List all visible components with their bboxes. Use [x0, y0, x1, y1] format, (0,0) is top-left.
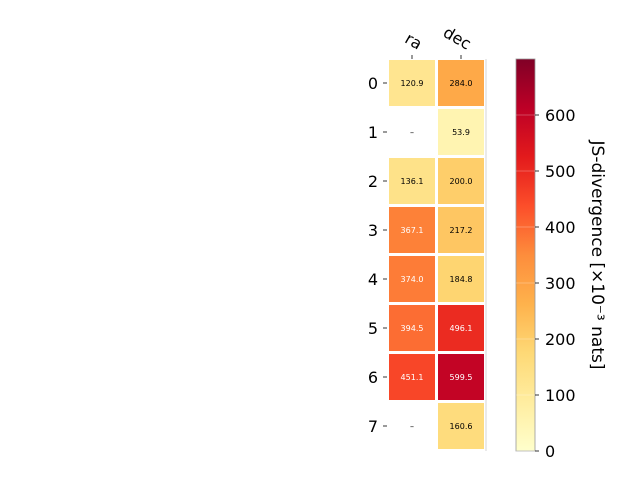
cell-value-label: 599.5: [450, 373, 473, 382]
column-label: ra: [402, 29, 426, 54]
row-label: 1: [368, 123, 378, 142]
heatmap-cell: [438, 305, 484, 351]
row-label: 3: [368, 221, 378, 240]
heatmap-cell: [389, 60, 435, 106]
cell-value-label: 217.2: [450, 226, 473, 235]
colorbar-label: JS-divergence [×10⁻³ nats]: [587, 140, 607, 370]
heatmap-cell: [438, 403, 484, 449]
cell-value-label: 374.0: [401, 275, 424, 284]
cell-value-label: 496.1: [450, 324, 473, 333]
cell-value-label: –: [410, 422, 414, 431]
cell-value-label: 451.1: [401, 373, 424, 382]
row-label: 5: [368, 319, 378, 338]
heatmap-cell: [389, 256, 435, 302]
cell-value-label: 394.5: [401, 324, 424, 333]
colorbar-tick-label: 500: [545, 162, 576, 181]
cell-value-label: 120.9: [401, 79, 424, 88]
heatmap-cell: [438, 158, 484, 204]
heatmap-cell: [438, 207, 484, 253]
row-label: 7: [368, 417, 378, 436]
cell-value-label: –: [410, 128, 414, 137]
cell-value-label: 367.1: [401, 226, 424, 235]
heatmap-cell: [389, 207, 435, 253]
cell-value-label: 53.9: [452, 128, 470, 137]
column-label: dec: [440, 23, 474, 54]
column-labels: ra dec: [402, 23, 475, 59]
colorbar-gradient: [515, 58, 536, 452]
cell-value-label: 200.0: [450, 177, 473, 186]
heatmap-cell: [389, 305, 435, 351]
heatmap-cell: [438, 109, 484, 155]
colorbar-tick-label: 400: [545, 218, 576, 237]
colorbar-tick-label: 300: [545, 274, 576, 293]
heatmap-cell: [389, 354, 435, 400]
heatmap-cell: [438, 354, 484, 400]
cell-value-label: 184.8: [450, 275, 473, 284]
cell-value-label: 284.0: [450, 79, 473, 88]
colorbar-tick-label: 600: [545, 106, 576, 125]
row-labels: 0 1 2 3 4 5 6 7: [368, 74, 387, 436]
colorbar-ticks: 0 100 200 300 400 500 600: [516, 106, 576, 461]
cell-value-label: 136.1: [401, 177, 424, 186]
row-label: 6: [368, 368, 378, 387]
colorbar-tick-label: 100: [545, 386, 576, 405]
colorbar-tick-label: 0: [545, 442, 555, 461]
heatmap-cells: 120.9 284.0 – 53.9 136.1 200.0 367.1 217.2 374.0…: [389, 59, 487, 451]
cell-value-label: 160.6: [450, 422, 473, 431]
heatmap-cell: [438, 60, 484, 106]
row-label: 2: [368, 172, 378, 191]
colorbar-tick-label: 200: [545, 330, 576, 349]
row-label: 0: [368, 74, 378, 93]
colorbar: [515, 58, 536, 452]
heatmap-cell: [438, 256, 484, 302]
row-label: 4: [368, 270, 378, 289]
heatmap-cell: [389, 158, 435, 204]
